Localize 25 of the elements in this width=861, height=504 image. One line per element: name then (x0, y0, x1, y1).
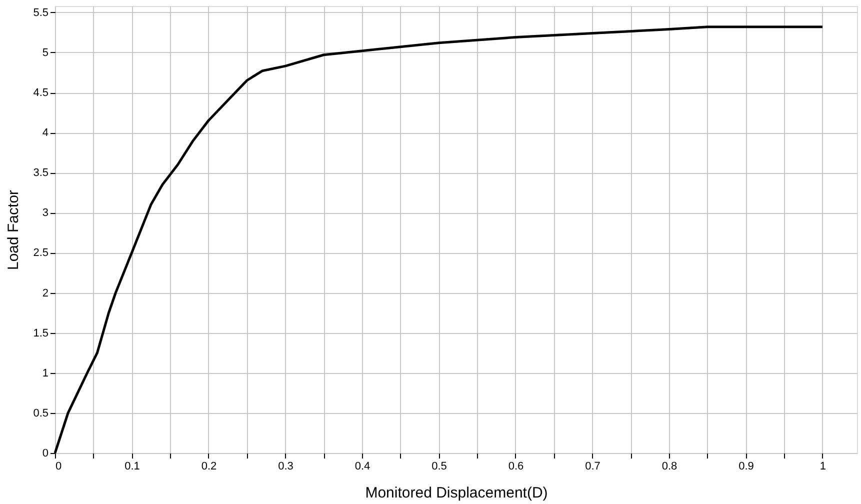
x-tick-label: 0.5 (432, 460, 447, 472)
y-tick-label: 5.5 (33, 6, 48, 19)
y-tick-label: 3 (42, 207, 48, 220)
x-axis-title: Monitored Displacement(D) (365, 484, 548, 502)
x-tick-label: 1 (820, 460, 826, 472)
y-tick-label: 0 (42, 448, 48, 460)
y-tick-label: 5 (42, 46, 48, 59)
y-tick-label: 2.5 (33, 247, 48, 260)
y-tick-label: 1 (42, 367, 48, 380)
y-tick-label: 2 (42, 287, 48, 300)
x-tick-label: 0 (56, 460, 62, 472)
x-tick-label: 0.2 (201, 460, 217, 472)
y-tick-label: 1.5 (33, 327, 48, 340)
x-tick-label: 0.9 (738, 460, 754, 472)
x-tick-label: 0.1 (124, 460, 140, 472)
y-tick-label: 3.5 (33, 167, 48, 180)
y-axis-title: Load Factor (5, 190, 22, 270)
y-tick-label: 4.5 (33, 87, 48, 100)
x-tick-label: 0.4 (354, 460, 370, 472)
x-tick-label: 0.8 (662, 460, 678, 472)
y-tick-label: 0.5 (33, 407, 48, 420)
x-tick-label: 0.3 (278, 460, 294, 472)
y-tick-label: 4 (42, 127, 48, 140)
x-tick-label: 0.7 (585, 460, 600, 472)
x-tick-label: 0.6 (508, 460, 524, 472)
